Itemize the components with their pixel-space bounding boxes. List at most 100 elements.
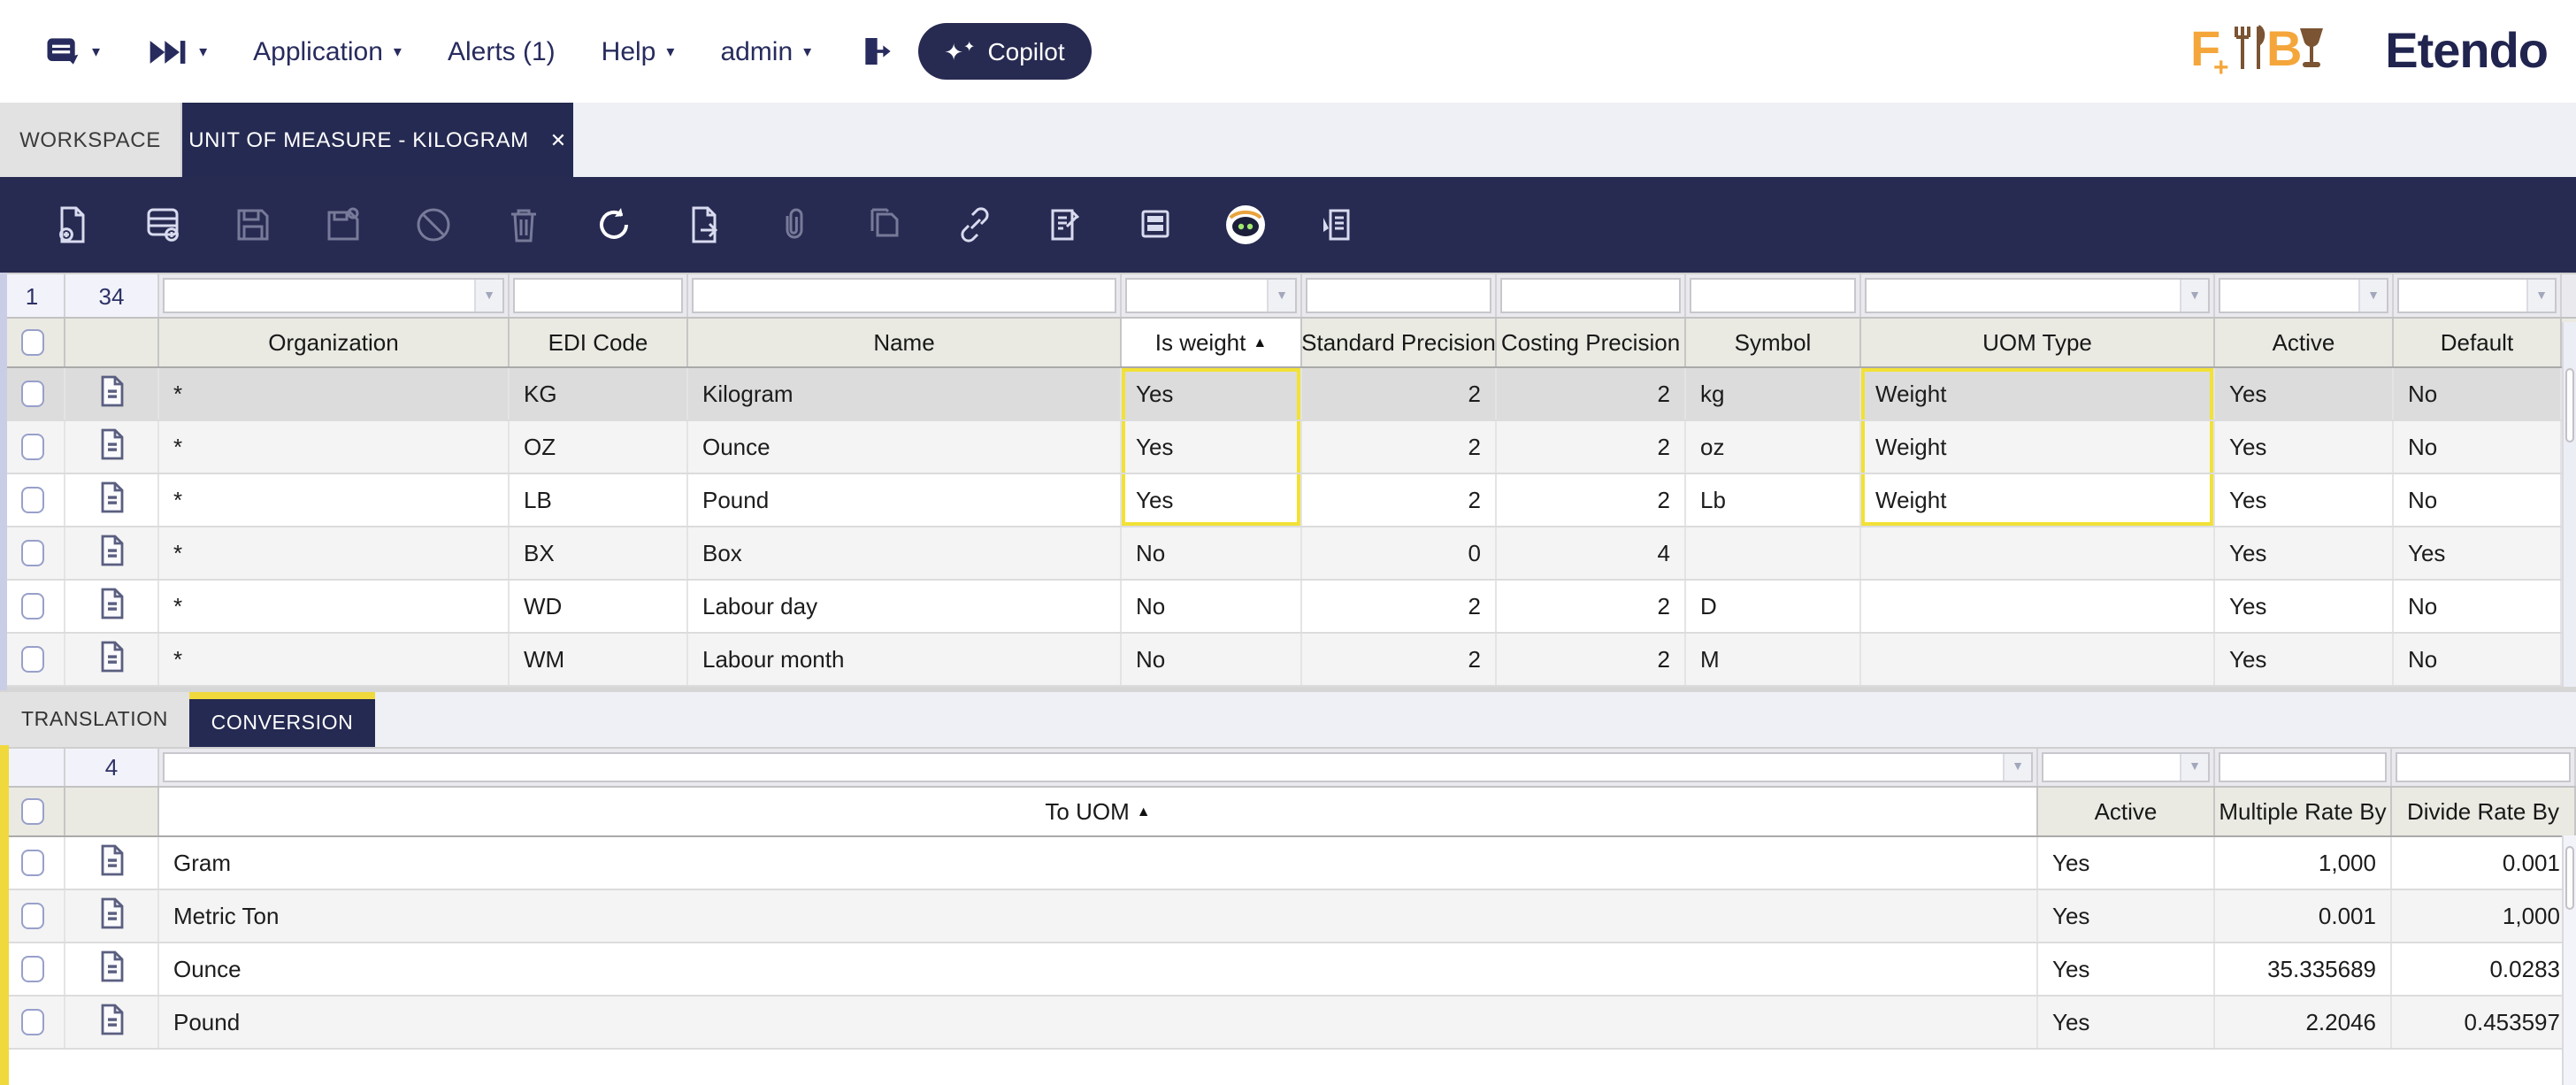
costing_precision-cell[interactable]: 2 <box>1497 474 1686 526</box>
close-icon[interactable]: ✕ <box>549 130 567 151</box>
main_grid-row-3[interactable]: * BX Box No 0 4 Yes Yes <box>0 527 2576 581</box>
edi_code-filter-input[interactable] <box>513 278 683 313</box>
organization-filter-input[interactable]: ▼ <box>163 278 504 313</box>
new-document-icon[interactable] <box>50 202 96 248</box>
default-cell[interactable]: No <box>2394 421 2562 473</box>
filter-dropdown-icon[interactable]: ▼ <box>2003 754 2031 781</box>
alerts-menu[interactable]: Alerts (1) <box>448 36 556 66</box>
symbol-filter-input[interactable] <box>1690 278 1856 313</box>
uom_type-cell[interactable]: Weight <box>1861 368 2215 419</box>
select-all-checkbox[interactable] <box>20 798 43 825</box>
name-cell[interactable]: Box <box>688 527 1122 579</box>
to_uom-filter-input[interactable]: ▼ <box>163 752 2033 782</box>
save-icon[interactable] <box>230 202 276 248</box>
document-icon[interactable] <box>98 428 125 466</box>
standard_precision-cell[interactable]: 2 <box>1302 421 1497 473</box>
uom_type-cell[interactable] <box>1861 527 2215 579</box>
document-icon[interactable] <box>98 844 125 881</box>
name-cell[interactable]: Ounce <box>688 421 1122 473</box>
link-icon[interactable] <box>952 202 998 248</box>
grid-form-toggle-icon[interactable] <box>1132 202 1178 248</box>
column-header-symbol[interactable]: Symbol <box>1686 319 1861 366</box>
organization-cell[interactable]: * <box>159 634 510 685</box>
open-record-cell[interactable] <box>65 474 159 526</box>
attachment-icon[interactable] <box>771 202 817 248</box>
document-icon[interactable] <box>98 588 125 625</box>
document-icon[interactable] <box>98 897 125 935</box>
column-header-costing_precision[interactable]: Costing Precision <box>1497 319 1686 366</box>
symbol-cell[interactable]: oz <box>1686 421 1861 473</box>
active-cell[interactable]: Yes <box>2038 943 2215 995</box>
document-icon[interactable] <box>98 481 125 519</box>
to_uom-cell[interactable]: Metric Ton <box>159 890 2038 942</box>
user-menu[interactable]: admin ▾ <box>720 36 811 66</box>
scrollbar-thumb[interactable] <box>2565 846 2574 910</box>
active-filter-input[interactable]: ▼ <box>2219 278 2388 313</box>
default-cell[interactable]: No <box>2394 474 2562 526</box>
costing_precision-cell[interactable]: 2 <box>1497 421 1686 473</box>
tree-view-icon[interactable] <box>1313 202 1359 248</box>
multiple_rate-cell[interactable]: 0.001 <box>2215 890 2392 942</box>
organization-cell[interactable]: * <box>159 581 510 632</box>
standard_precision-cell[interactable]: 0 <box>1302 527 1497 579</box>
open-record-cell[interactable] <box>65 421 159 473</box>
open-record-cell[interactable] <box>65 634 159 685</box>
column-header-multiple_rate[interactable]: Multiple Rate By <box>2215 788 2392 835</box>
active-filter-input[interactable]: ▼ <box>2042 752 2210 782</box>
refresh-icon[interactable] <box>591 202 637 248</box>
delete-icon[interactable] <box>501 202 547 248</box>
column-header-name[interactable]: Name <box>688 319 1122 366</box>
new-row-grid-icon[interactable] <box>140 202 186 248</box>
row-checkbox[interactable] <box>20 956 43 982</box>
row-checkbox[interactable] <box>20 1009 43 1035</box>
row-checkbox[interactable] <box>20 850 43 876</box>
filter-dropdown-icon[interactable]: ▼ <box>474 280 502 312</box>
filter-dropdown-icon[interactable]: ▼ <box>2180 754 2208 781</box>
is_weight-cell[interactable]: Yes <box>1122 368 1302 419</box>
multiple_rate-cell[interactable]: 2.2046 <box>2215 997 2392 1048</box>
logout-button[interactable] <box>857 34 893 69</box>
edi_code-cell[interactable]: KG <box>510 368 688 419</box>
save-close-icon[interactable] <box>320 202 366 248</box>
is_weight-cell[interactable]: Yes <box>1122 421 1302 473</box>
name-cell[interactable]: Kilogram <box>688 368 1122 419</box>
filter-dropdown-icon[interactable]: ▼ <box>2180 280 2208 312</box>
filter-dropdown-icon[interactable]: ▼ <box>1267 280 1295 312</box>
main_grid-row-1[interactable]: * OZ Ounce Yes 2 2 oz Weight Yes No <box>0 421 2576 474</box>
row-select-cell[interactable] <box>0 997 65 1048</box>
default-cell[interactable]: No <box>2394 581 2562 632</box>
row-select-cell[interactable] <box>0 890 65 942</box>
open-record-cell[interactable] <box>65 943 159 995</box>
row-checkbox[interactable] <box>20 434 43 460</box>
to_uom-cell[interactable]: Pound <box>159 997 2038 1048</box>
to_uom-cell[interactable]: Ounce <box>159 943 2038 995</box>
tab-unit-of-measure[interactable]: UNIT OF MEASURE - KILOGRAM ✕ <box>182 103 573 177</box>
audit-trail-icon[interactable] <box>1042 202 1088 248</box>
name-cell[interactable]: Pound <box>688 474 1122 526</box>
uom_type-cell[interactable]: Weight <box>1861 474 2215 526</box>
document-icon[interactable] <box>98 535 125 572</box>
default-filter-input[interactable]: ▼ <box>2397 278 2557 313</box>
costing_precision-cell[interactable]: 4 <box>1497 527 1686 579</box>
column-header-organization[interactable]: Organization <box>159 319 510 366</box>
main-grid-scrollbar[interactable] <box>2562 322 2576 687</box>
row-checkbox[interactable] <box>20 487 43 513</box>
is_weight-cell[interactable]: No <box>1122 581 1302 632</box>
is_weight-filter-input[interactable]: ▼ <box>1125 278 1297 313</box>
row-checkbox[interactable] <box>20 646 43 673</box>
export-icon[interactable] <box>681 202 727 248</box>
application-menu[interactable]: Application ▾ <box>253 36 402 66</box>
open-record-cell[interactable] <box>65 890 159 942</box>
main-menu-button[interactable]: ▾ <box>42 32 100 71</box>
document-icon[interactable] <box>98 1004 125 1041</box>
document-icon[interactable] <box>98 950 125 988</box>
column-header-edi_code[interactable]: EDI Code <box>510 319 688 366</box>
tab-workspace[interactable]: WORKSPACE <box>0 103 182 177</box>
conversion-grid-scrollbar[interactable] <box>2562 835 2576 1085</box>
active-cell[interactable]: Yes <box>2215 634 2394 685</box>
divide_rate-cell[interactable]: 1,000 <box>2392 890 2576 942</box>
row-select-cell[interactable] <box>0 837 65 889</box>
row-select-cell[interactable] <box>0 474 65 526</box>
organization-cell[interactable]: * <box>159 474 510 526</box>
is_weight-cell[interactable]: No <box>1122 634 1302 685</box>
